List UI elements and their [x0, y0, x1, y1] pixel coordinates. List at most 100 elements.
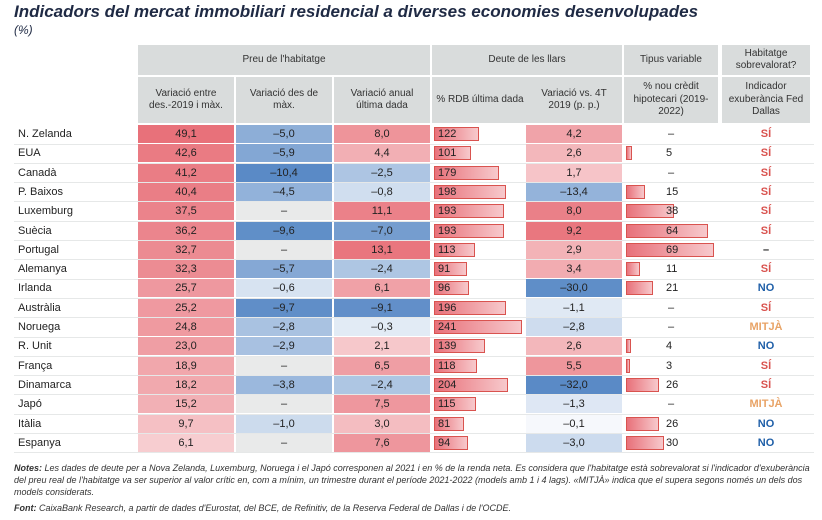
tipus-bar [626, 223, 708, 238]
value-cell: –2,5 [334, 163, 430, 182]
row-divider [14, 375, 814, 377]
tipus-bar [626, 358, 630, 373]
value-cell: –2,4 [334, 260, 430, 279]
value-cell: –1,3 [526, 395, 622, 414]
rdb-value: 113 [438, 243, 456, 256]
row-label: Luxemburg [18, 205, 74, 218]
tipus-value: 69 [666, 243, 679, 256]
value-cell: 32,3 [138, 260, 234, 279]
value-cell: 1,7 [526, 163, 622, 182]
row-label: EUA [18, 147, 41, 160]
value-cell: 2,9 [526, 240, 622, 259]
row-label: Portugal [18, 243, 59, 256]
value-cell: –32,0 [526, 375, 622, 394]
value-cell: – [236, 240, 332, 259]
rdb-bar [434, 320, 522, 334]
rdb-value: 193 [438, 205, 457, 218]
value-cell: 6,1 [334, 279, 430, 298]
tipus-value: 26 [666, 417, 679, 430]
value-cell: 2,1 [334, 337, 430, 356]
notes: Notes: Les dades de deute per a Nova Zel… [14, 462, 814, 498]
row-divider [14, 297, 814, 299]
column-header: Variació des de màx. [236, 77, 332, 123]
group-header: Preu de l'habitatge [138, 45, 430, 75]
row-divider [14, 317, 814, 319]
tipus-value: 3 [666, 359, 673, 372]
source-label: Font: [14, 503, 37, 513]
row-label: Noruega [18, 321, 61, 333]
rdb-bar [434, 165, 500, 180]
row-label: Canadà [18, 166, 57, 179]
overvaluation-verdict: NO [757, 436, 775, 449]
overvaluation-verdict: SÍ [760, 263, 772, 276]
tipus-bar [626, 262, 641, 277]
overvaluation-verdict: NO [757, 417, 775, 430]
value-cell: 18,9 [138, 356, 234, 375]
rdb-bar [434, 204, 505, 219]
overvaluation-verdict: SÍ [760, 185, 772, 198]
value-cell: –0,1 [526, 414, 622, 433]
tipus-value: 64 [666, 224, 679, 237]
value-cell: –10,4 [236, 163, 332, 182]
chart-subtitle: (%) [14, 23, 33, 37]
value-cell: 49,1 [138, 125, 234, 143]
row-label: R. Unit [18, 340, 52, 353]
value-cell: –3,8 [236, 375, 332, 394]
rdb-value: 94 [438, 436, 451, 449]
tipus-value: 5 [666, 147, 673, 160]
tipus-bar [626, 242, 714, 257]
value-cell: 8,0 [526, 202, 622, 221]
row-divider [14, 336, 814, 338]
rdb-bar [434, 416, 464, 431]
source: Font: CaixaBank Research, a partir de da… [14, 503, 511, 513]
rdb-bar [434, 339, 485, 354]
tipus-bar [626, 184, 646, 199]
rdb-value: 81 [438, 417, 451, 430]
rdb-value: 241 [438, 321, 457, 333]
rdb-bar [434, 146, 471, 161]
tipus-value: 26 [666, 378, 679, 391]
value-cell: 7,6 [334, 433, 430, 452]
tipus-value: 15 [666, 185, 679, 198]
row-label: Espanya [18, 436, 61, 449]
overvaluation-verdict: NO [757, 340, 775, 353]
rdb-value: 96 [438, 282, 451, 295]
value-cell: –4,5 [236, 182, 332, 201]
value-cell: – [236, 202, 332, 221]
row-label: Itàlia [18, 417, 42, 430]
rdb-bar [434, 262, 468, 277]
row-label: Suècia [18, 224, 52, 237]
row-label: P. Baixos [18, 185, 64, 198]
value-cell: 24,8 [138, 318, 234, 336]
value-cell: 3,0 [334, 414, 430, 433]
tipus-bar [626, 204, 675, 219]
rdb-value: 101 [438, 147, 457, 160]
value-cell: 18,2 [138, 375, 234, 394]
overvaluation-verdict: – [762, 243, 770, 256]
value-cell: 41,2 [138, 163, 234, 182]
tipus-value: 4 [666, 340, 673, 353]
rdb-bar [434, 435, 469, 450]
overvaluation-verdict: SÍ [760, 359, 772, 372]
value-cell: –2,8 [236, 318, 332, 336]
value-cell: 42,6 [138, 144, 234, 163]
value-cell: 9,7 [138, 414, 234, 433]
value-cell: –2,8 [526, 318, 622, 336]
column-header: Variació entre des.-2019 i màx. [138, 77, 234, 123]
overvaluation-verdict: SÍ [760, 224, 772, 237]
overvaluation-verdict: SÍ [760, 205, 772, 218]
column-header: Indicador exuberància Fed Dallas [722, 77, 810, 123]
row-divider [14, 452, 814, 454]
value-cell: 13,1 [334, 240, 430, 259]
rdb-value: 122 [438, 128, 457, 140]
value-cell: –30,0 [526, 279, 622, 298]
value-cell: 40,4 [138, 182, 234, 201]
row-divider [14, 182, 814, 184]
tipus-bar [626, 435, 665, 450]
source-text: CaixaBank Research, a partir de dades d'… [39, 503, 512, 513]
value-cell: 6,5 [334, 356, 430, 375]
value-cell: –5,9 [236, 144, 332, 163]
value-cell: 3,4 [526, 260, 622, 279]
value-cell: –2,4 [334, 375, 430, 394]
value-cell: –1,1 [526, 298, 622, 317]
